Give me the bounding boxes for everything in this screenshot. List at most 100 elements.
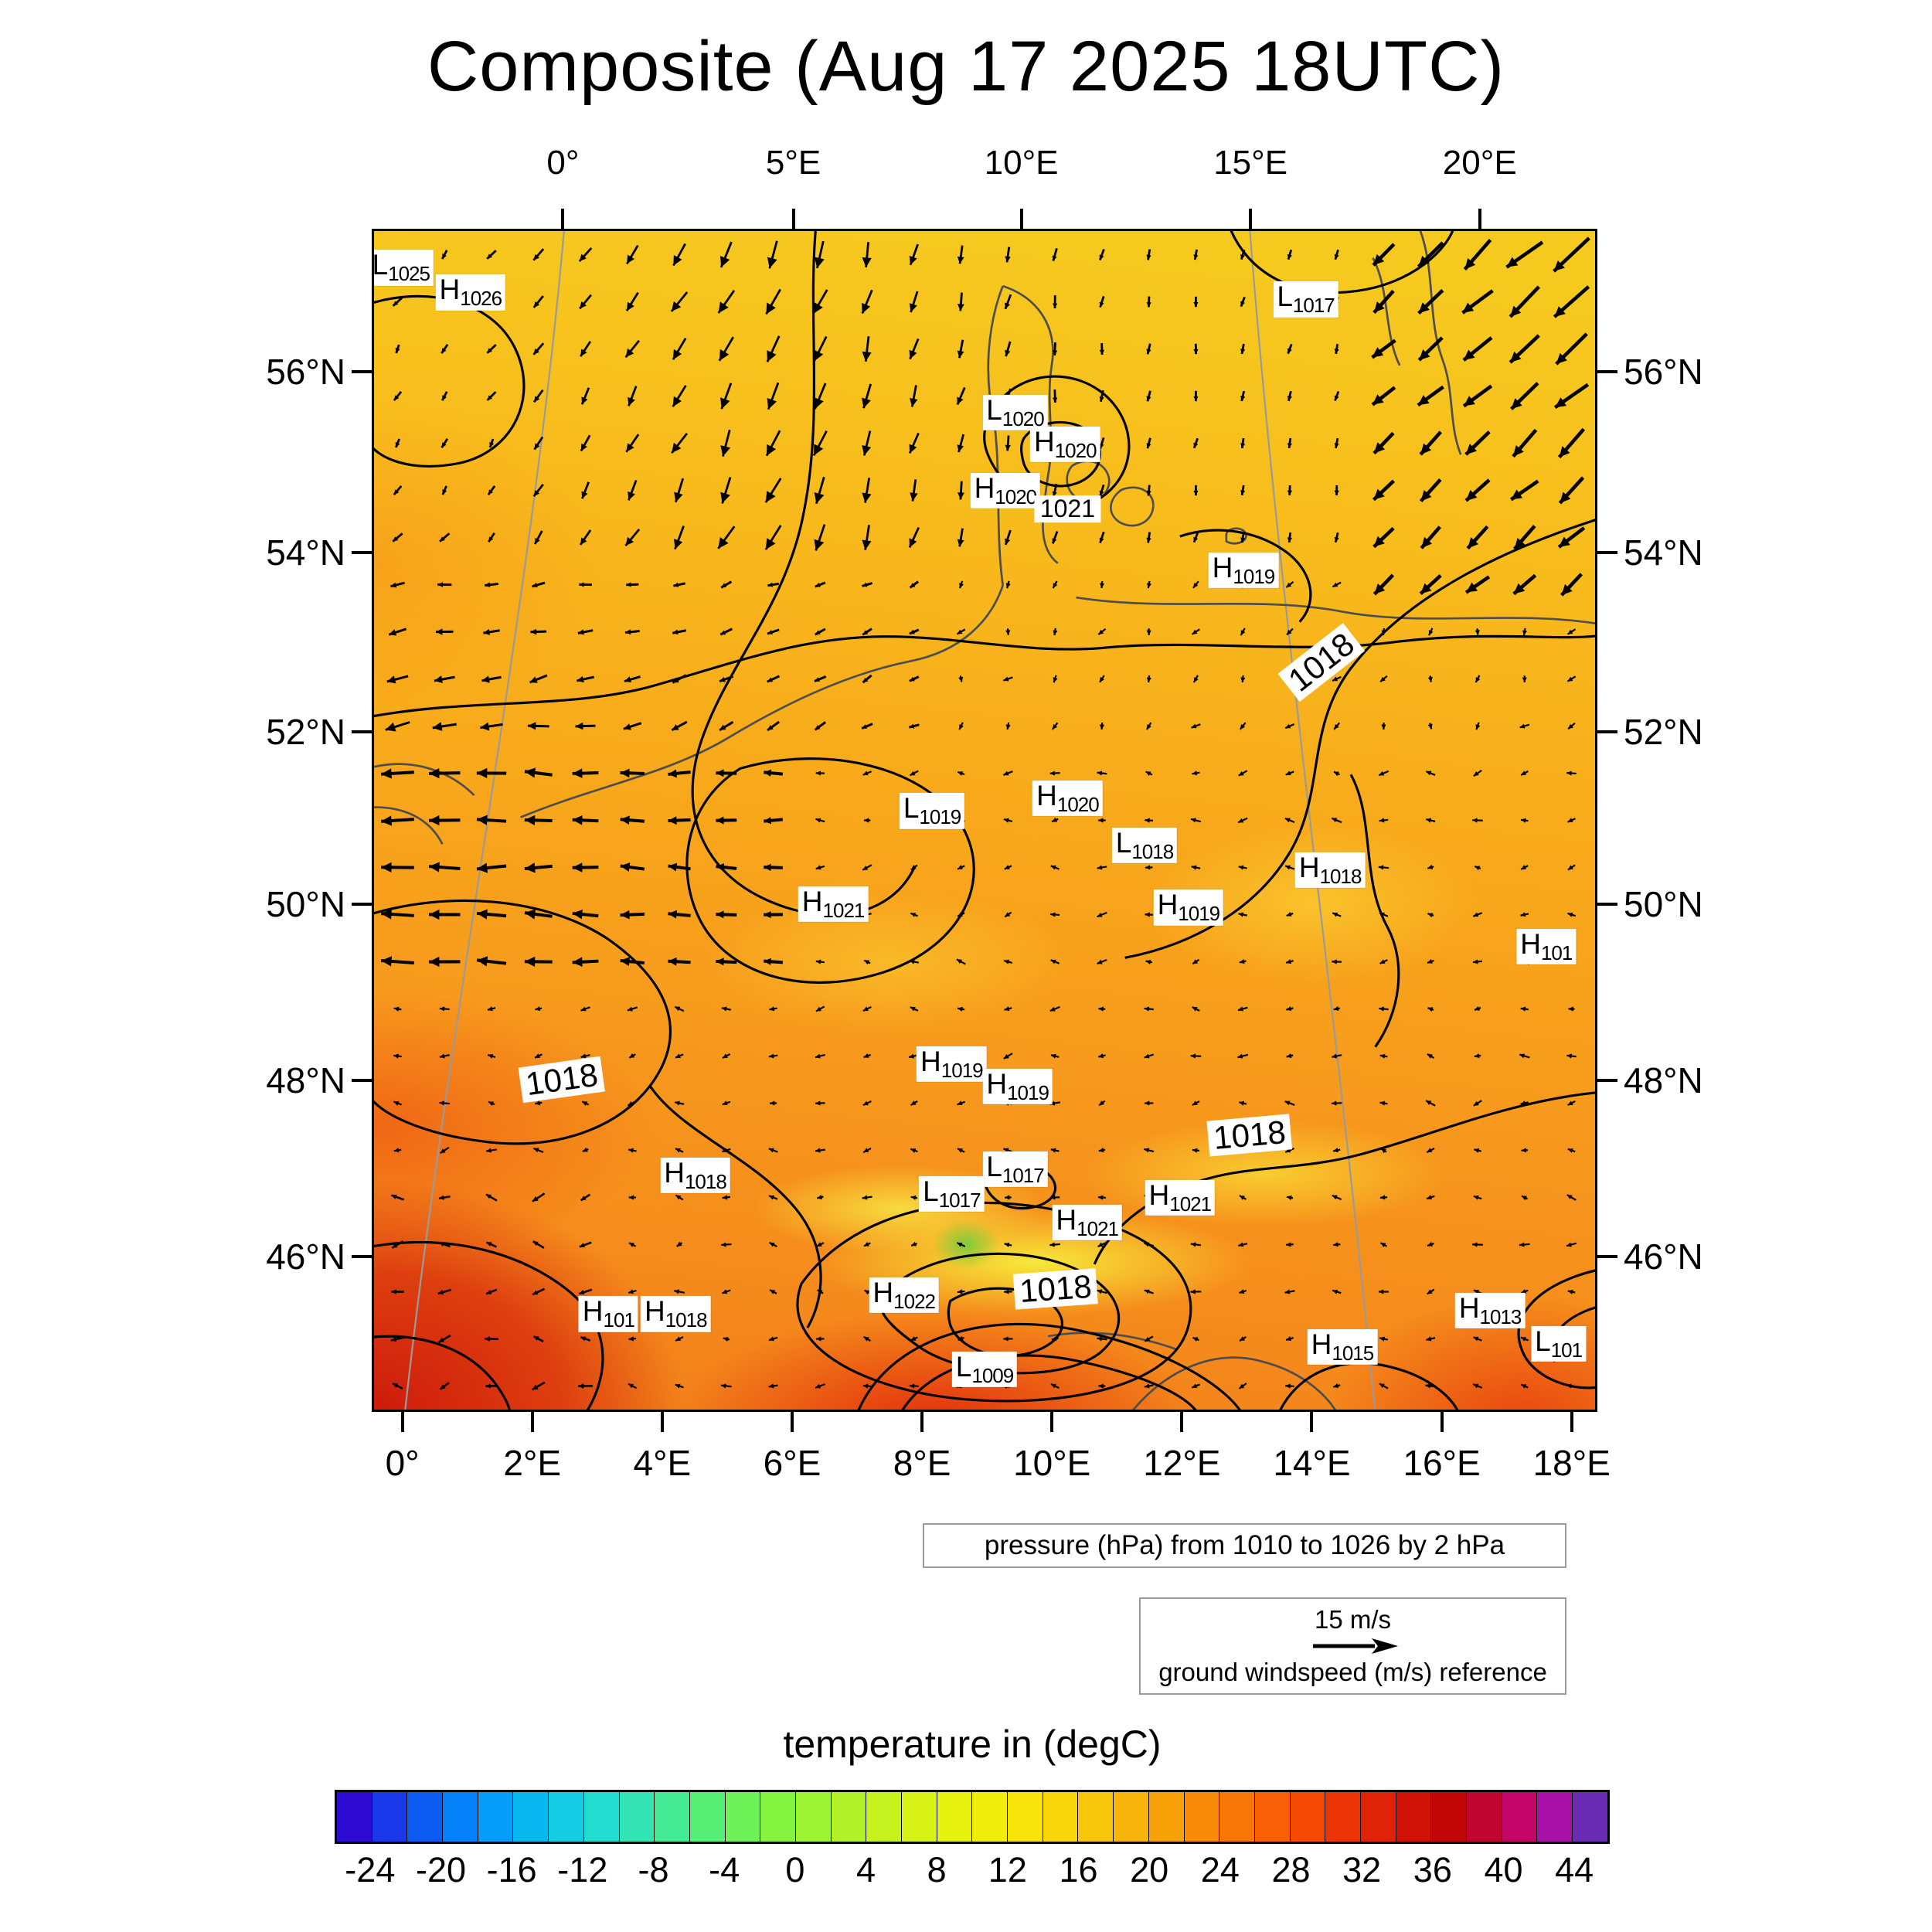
pressure-label: H1018 (1294, 852, 1366, 888)
colorbar-segment (1290, 1792, 1326, 1842)
colorbar-segment (866, 1792, 902, 1842)
pressure-label: H101 (578, 1296, 638, 1332)
colorbar-segment (760, 1792, 796, 1842)
bottom-axis-label: 8°E (893, 1443, 951, 1483)
colorbar-segment (1396, 1792, 1432, 1842)
pressure-label: H1018 (660, 1157, 730, 1193)
right-axis-label: 52°N (1624, 711, 1703, 752)
colorbar-segment (1431, 1792, 1467, 1842)
pressure-label: H1015 (1307, 1329, 1378, 1366)
bottom-axis-tick (1570, 1412, 1573, 1432)
colorbar-segment (619, 1792, 655, 1842)
bottom-axis-label: 14°E (1273, 1443, 1351, 1483)
colorbar-tick-label: -12 (557, 1850, 608, 1889)
pressure-label: L1009 (951, 1351, 1018, 1388)
colorbar-segment (1467, 1792, 1502, 1842)
bottom-axis-tick (1050, 1412, 1054, 1432)
pressure-label: L1019 (899, 793, 965, 829)
pressure-label: H1022 (869, 1277, 940, 1314)
right-axis-tick (1597, 730, 1617, 733)
pressure-label: H1019 (1208, 553, 1279, 589)
colorbar-tick-label: 20 (1130, 1850, 1169, 1889)
colorbar-segment (1360, 1792, 1396, 1842)
colorbar-segment (972, 1792, 1009, 1842)
left-axis-label: 48°N (266, 1060, 345, 1101)
left-axis-label: 50°N (266, 884, 345, 925)
colorbar-tick-label: -8 (638, 1850, 669, 1889)
colorbar-segment (1254, 1792, 1291, 1842)
left-axis-label: 56°N (266, 352, 345, 393)
colorbar-segment (655, 1792, 690, 1842)
right-axis-tick (1597, 551, 1617, 555)
colorbar-segment (937, 1792, 973, 1842)
pressure-label: L1017 (919, 1175, 985, 1213)
bottom-axis-tick (1440, 1412, 1444, 1432)
pressure-label: H1020 (970, 472, 1041, 509)
graticule-lines (404, 231, 1376, 1410)
bottom-axis-tick (1310, 1412, 1314, 1432)
pressure-label: L101 (1531, 1325, 1587, 1362)
page-title: Composite (Aug 17 2025 18UTC) (427, 27, 1505, 106)
right-axis-tick (1597, 370, 1617, 374)
pressure-label: H1019 (1153, 889, 1224, 926)
pressure-label: H1021 (1052, 1204, 1123, 1240)
bottom-axis-label: 10°E (1013, 1443, 1091, 1483)
colorbar-tick-label: 12 (988, 1850, 1027, 1889)
pressure-label: H1019 (982, 1068, 1053, 1105)
right-axis-label: 50°N (1624, 884, 1703, 925)
left-axis-tick (352, 370, 372, 374)
colorbar-segment (1219, 1792, 1255, 1842)
bottom-axis-tick (660, 1412, 664, 1432)
contour-value-label: 1018 (1012, 1268, 1098, 1311)
contour-value-label: 1018 (1277, 622, 1366, 702)
pressure-label: H1021 (1145, 1179, 1216, 1216)
colorbar-segment (407, 1792, 444, 1842)
contour-value-label: 1018 (518, 1056, 606, 1104)
top-axis-tick (1478, 209, 1481, 229)
left-axis-tick (352, 1255, 372, 1259)
colorbar-segment (1184, 1792, 1220, 1842)
pressure-label: L1017 (1273, 281, 1338, 318)
colorbar-tick-label: 40 (1484, 1850, 1523, 1889)
wind-reference-arrow (1312, 1638, 1398, 1654)
colorbar-segment (725, 1792, 761, 1842)
pressure-label: H1020 (1032, 780, 1103, 816)
pressure-caption: pressure (hPa) from 1010 to 1026 by 2 hP… (923, 1523, 1566, 1568)
top-axis-label: 0° (546, 144, 580, 182)
right-axis-label: 48°N (1624, 1060, 1703, 1101)
colorbar-tick-label: 8 (927, 1850, 947, 1889)
colorbar-segment (372, 1792, 408, 1842)
pressure-label: H101 (1516, 928, 1577, 964)
colorbar-tick-label: 44 (1555, 1850, 1594, 1889)
bottom-axis-tick (1180, 1412, 1184, 1432)
top-axis-tick (561, 209, 565, 229)
right-axis-label: 46°N (1624, 1236, 1703, 1277)
colorbar-segment (1078, 1792, 1114, 1842)
left-axis-label: 52°N (266, 711, 345, 752)
bottom-axis-label: 0° (385, 1443, 420, 1483)
right-axis-label: 54°N (1624, 532, 1703, 573)
colorbar-tick-label: -20 (415, 1850, 467, 1889)
left-axis-label: 46°N (266, 1236, 345, 1277)
top-axis-label: 5°E (765, 144, 821, 182)
colorbar-tick-label: 32 (1342, 1850, 1382, 1889)
colorbar-segment (1148, 1792, 1185, 1842)
contour-value-label: 1021 (1034, 495, 1101, 523)
top-axis-label: 15°E (1213, 144, 1288, 182)
bottom-axis-label: 16°E (1403, 1443, 1481, 1483)
colorbar-segment (337, 1792, 372, 1842)
colorbar-tick-label: 16 (1059, 1850, 1098, 1889)
left-axis-tick (352, 1079, 372, 1083)
colorbar-tick-label: 24 (1200, 1850, 1240, 1889)
right-axis-tick (1597, 1255, 1617, 1259)
map-canvas: L1025 H1026 L1017 L1020 H1020 H1020 H1019 H1020… (372, 229, 1597, 1412)
wind-legend-caption: ground windspeed (m/s) reference (1158, 1658, 1547, 1686)
colorbar-tick-label: -4 (709, 1850, 740, 1889)
top-axis-label: 10°E (984, 144, 1059, 182)
colorbar-tick-label: 28 (1271, 1850, 1311, 1889)
bottom-axis-tick (920, 1412, 924, 1432)
left-axis-tick (352, 730, 372, 733)
colorbar-tick-labels: -24 -20 -16 -12 -8 -4 0 4 8 12 16 20 24 28 32 36 40 44 (335, 1850, 1610, 1896)
top-axis-tick (1019, 209, 1023, 229)
colorbar-segment (1008, 1792, 1043, 1842)
